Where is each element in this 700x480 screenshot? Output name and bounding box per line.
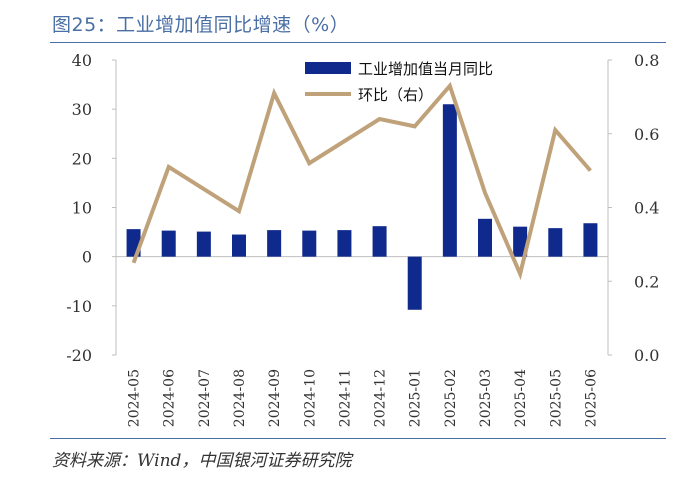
bar: [407, 256, 422, 310]
x-tick-label: 2025-04: [513, 369, 529, 427]
left-tick-label: 20: [72, 149, 92, 168]
x-tick-label: 2025-01: [408, 369, 424, 427]
bar: [583, 223, 598, 257]
left-tick-label: -10: [66, 297, 92, 316]
left-tick-label: 10: [72, 199, 92, 218]
chart-title: 图25：工业增加值同比增速（%）: [52, 14, 350, 36]
x-tick-label: 2025-06: [583, 369, 599, 427]
x-tick-label: 2024-08: [232, 369, 248, 427]
x-tick-label: 2025-05: [548, 369, 564, 427]
right-tick-label: 0.4: [634, 199, 659, 218]
x-tick-label: 2024-05: [127, 369, 143, 427]
bar: [232, 234, 246, 257]
bar: [267, 230, 282, 257]
left-tick-label: 0: [82, 248, 92, 267]
source-divider: [50, 438, 666, 439]
bar: [196, 231, 211, 257]
x-tick-label: 2024-09: [267, 369, 283, 427]
bar: [302, 230, 317, 257]
x-tick-label: 2025-02: [443, 369, 459, 427]
bar: [442, 104, 457, 257]
left-tick-label: 40: [72, 51, 92, 70]
bars-group: [126, 104, 598, 310]
legend-label-bar: 工业增加值当月同比: [358, 60, 493, 78]
x-tick-label: 2024-11: [337, 369, 353, 427]
right-tick-label: 0.8: [634, 51, 659, 70]
legend-label-line: 环比（右）: [358, 86, 433, 104]
title-divider: [50, 42, 666, 43]
x-tick-label: 2024-07: [197, 369, 213, 427]
x-tick-label: 2024-06: [162, 369, 178, 427]
left-tick-label: -20: [66, 346, 92, 365]
x-tick-label: 2024-12: [373, 369, 389, 427]
bar: [513, 226, 528, 257]
bar: [161, 230, 176, 257]
bar: [548, 228, 563, 257]
line-group: [131, 81, 592, 281]
bar: [372, 226, 387, 257]
legend-swatch-bar: [305, 62, 351, 74]
bar: [337, 230, 352, 257]
bar: [478, 218, 492, 257]
mom-line: [131, 81, 592, 281]
source-note: 资料来源：Wind，中国银河证券研究院: [52, 451, 352, 471]
right-tick-label: 0.0: [634, 346, 659, 365]
right-tick-label: 0.6: [634, 125, 659, 144]
x-tick-label: 2024-10: [302, 369, 318, 427]
axes-group: 40 30 20 10 0 -10 -20 0.8 0.6 0.4 0.2 0.0 2024-05 202…: [66, 51, 659, 427]
x-tick-label: 2025-03: [478, 369, 494, 427]
left-tick-label: 30: [72, 100, 92, 119]
right-tick-label: 0.2: [634, 272, 659, 291]
